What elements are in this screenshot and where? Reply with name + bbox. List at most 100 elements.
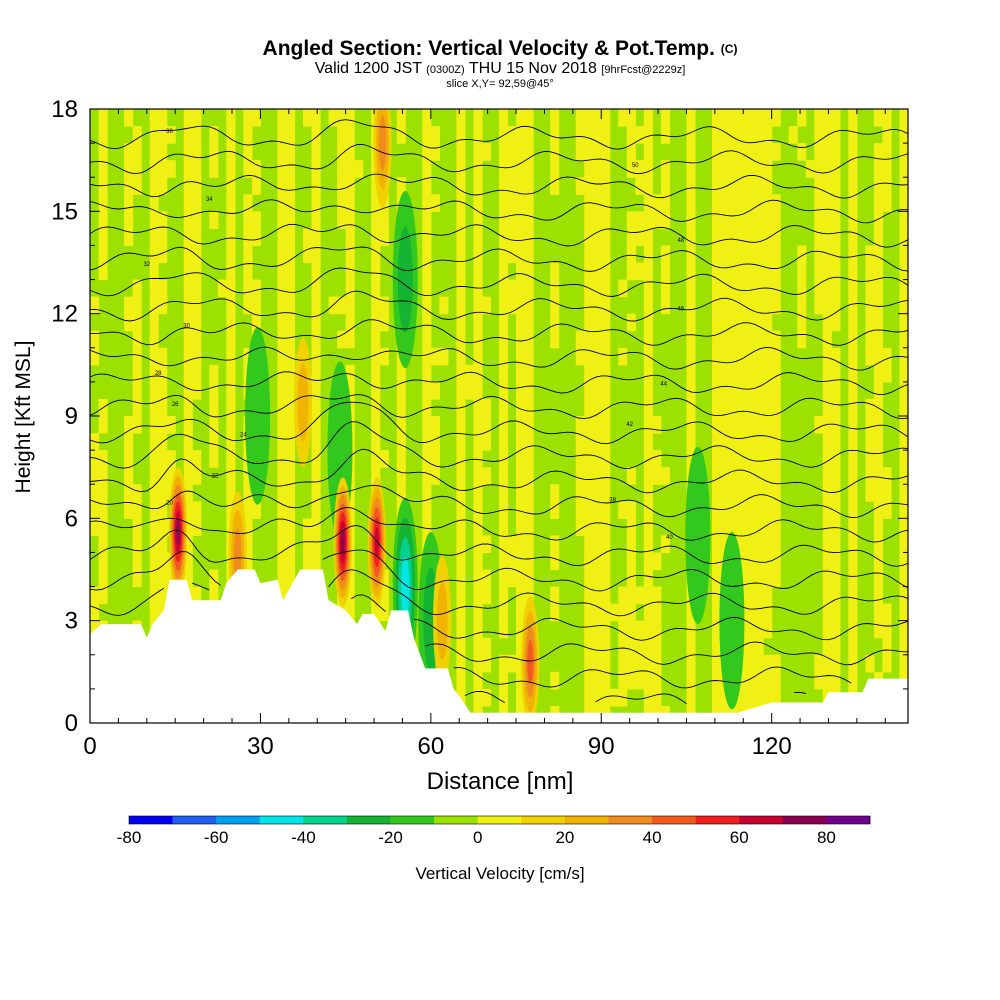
velocity-cell bbox=[601, 620, 611, 639]
velocity-cell bbox=[712, 552, 722, 571]
velocity-cell bbox=[192, 450, 202, 468]
velocity-cell bbox=[814, 177, 824, 195]
velocity-cell bbox=[754, 586, 764, 605]
velocity-cell bbox=[473, 177, 483, 195]
velocity-cell bbox=[686, 177, 696, 195]
velocity-cell bbox=[831, 177, 841, 195]
updraft-core bbox=[297, 363, 309, 442]
velocity-cell bbox=[430, 433, 440, 451]
velocity-cell bbox=[524, 126, 534, 144]
velocity-cell bbox=[337, 211, 347, 229]
velocity-cell bbox=[584, 296, 594, 315]
velocity-cell bbox=[814, 671, 824, 690]
velocity-cell bbox=[763, 245, 773, 264]
velocity-cell bbox=[737, 126, 747, 144]
velocity-cell bbox=[158, 398, 168, 417]
velocity-cell bbox=[831, 228, 841, 247]
velocity-cell bbox=[729, 484, 739, 502]
contour-label: 24 bbox=[240, 433, 247, 439]
velocity-cell bbox=[899, 245, 908, 264]
velocity-cell bbox=[822, 126, 832, 144]
velocity-cell bbox=[379, 450, 389, 468]
velocity-cell bbox=[584, 364, 594, 383]
velocity-cell bbox=[524, 211, 534, 229]
velocity-cell bbox=[550, 671, 560, 690]
velocity-cell bbox=[865, 416, 875, 434]
contour-label: 26 bbox=[172, 402, 179, 408]
velocity-cell bbox=[285, 143, 296, 161]
velocity-cell bbox=[345, 194, 355, 212]
velocity-cell bbox=[277, 535, 287, 554]
theta-contour bbox=[90, 394, 908, 420]
velocity-cell bbox=[763, 398, 773, 417]
velocity-cell bbox=[882, 126, 892, 144]
velocity-cell bbox=[763, 518, 773, 536]
velocity-cell bbox=[311, 126, 321, 144]
velocity-cell bbox=[771, 467, 781, 485]
velocity-cell bbox=[311, 177, 321, 195]
velocity-cell bbox=[473, 160, 483, 178]
velocity-cell bbox=[226, 126, 236, 144]
velocity-cell bbox=[643, 501, 653, 519]
velocity-cell bbox=[746, 211, 756, 229]
velocity-cell bbox=[873, 296, 884, 315]
velocity-cell bbox=[848, 177, 858, 195]
velocity-cell bbox=[601, 637, 611, 656]
velocity-cell bbox=[814, 654, 824, 673]
velocity-cell bbox=[737, 484, 747, 502]
velocity-cell bbox=[814, 160, 824, 178]
velocity-cell bbox=[98, 160, 108, 178]
velocity-cell bbox=[481, 433, 492, 451]
velocity-cell bbox=[277, 143, 287, 161]
velocity-cell bbox=[516, 381, 526, 400]
velocity-cell bbox=[797, 245, 807, 264]
velocity-cell bbox=[763, 535, 773, 554]
velocity-cell bbox=[243, 518, 253, 536]
velocity-cell bbox=[899, 126, 908, 144]
velocity-cell bbox=[473, 313, 483, 332]
velocity-cell bbox=[516, 211, 526, 229]
velocity-cell bbox=[124, 313, 134, 332]
velocity-cell bbox=[712, 433, 722, 451]
velocity-cell bbox=[601, 501, 611, 519]
velocity-cell bbox=[192, 143, 202, 161]
theta-contour bbox=[425, 641, 908, 666]
velocity-cell bbox=[456, 620, 466, 639]
velocity-cell bbox=[149, 603, 159, 622]
velocity-cell bbox=[822, 211, 832, 229]
contour-label: 40 bbox=[666, 535, 673, 541]
velocity-cell bbox=[601, 245, 611, 264]
velocity-cell bbox=[379, 211, 389, 229]
velocity-cell bbox=[635, 228, 645, 247]
velocity-cell bbox=[456, 569, 466, 588]
velocity-cell bbox=[771, 416, 781, 434]
velocity-cell bbox=[746, 347, 756, 366]
velocity-cell bbox=[643, 552, 653, 571]
velocity-cell bbox=[90, 518, 100, 536]
velocity-cell bbox=[499, 364, 509, 383]
velocity-cell bbox=[771, 569, 781, 588]
velocity-cell bbox=[516, 671, 526, 690]
velocity-cell bbox=[158, 364, 168, 383]
velocity-cell bbox=[371, 603, 381, 622]
velocity-cell bbox=[473, 671, 483, 690]
y-tick-label: 3 bbox=[65, 608, 78, 635]
velocity-cell bbox=[831, 211, 841, 229]
velocity-cell bbox=[473, 450, 483, 468]
velocity-cell bbox=[524, 194, 534, 212]
velocity-cell bbox=[899, 296, 908, 315]
velocity-cell bbox=[524, 501, 534, 519]
velocity-cell bbox=[192, 160, 202, 178]
velocity-cell bbox=[396, 398, 406, 417]
velocity-cell bbox=[643, 518, 653, 536]
velocity-cell bbox=[575, 416, 585, 434]
velocity-cell bbox=[158, 109, 168, 127]
velocity-cell bbox=[754, 347, 764, 366]
velocity-cell bbox=[473, 109, 483, 127]
velocity-cell bbox=[277, 228, 287, 247]
velocity-cell bbox=[251, 296, 262, 315]
velocity-cell bbox=[584, 620, 594, 639]
velocity-cell bbox=[737, 552, 747, 571]
velocity-cell bbox=[712, 177, 722, 195]
velocity-cell bbox=[746, 245, 756, 264]
